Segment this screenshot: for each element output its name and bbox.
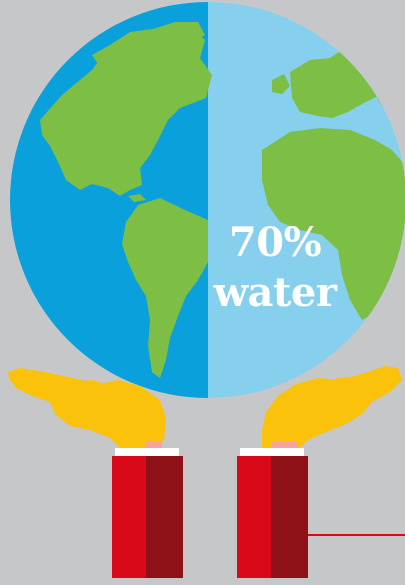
- island-caribbean: [128, 194, 146, 202]
- right-cuff: [240, 448, 304, 456]
- right-sleeve: [237, 442, 308, 578]
- left-sleeve-dark: [146, 456, 183, 578]
- continent-africa: [262, 128, 405, 320]
- left-sleeve: [112, 442, 183, 578]
- right-hand-icon: [262, 366, 402, 448]
- left-cuff: [115, 448, 179, 456]
- left-sleeve-light: [112, 456, 146, 578]
- left-cuff-accent: [146, 442, 162, 448]
- water-percentage-caption: 70% water: [205, 223, 345, 313]
- right-cuff-accent: [272, 442, 298, 448]
- continent-north-america: [40, 25, 212, 196]
- globe-icon: [10, 2, 405, 398]
- continent-south-america: [122, 198, 208, 378]
- right-sleeve-dark: [271, 456, 308, 578]
- island-british: [272, 74, 290, 94]
- island-madagascar: [398, 262, 405, 296]
- water-label: water: [213, 269, 337, 316]
- continent-greenland: [150, 22, 205, 44]
- island-arctic: [92, 45, 125, 64]
- left-hand-icon: [8, 368, 166, 448]
- right-sleeve-light: [237, 456, 271, 578]
- percent-label: 70%: [228, 219, 322, 266]
